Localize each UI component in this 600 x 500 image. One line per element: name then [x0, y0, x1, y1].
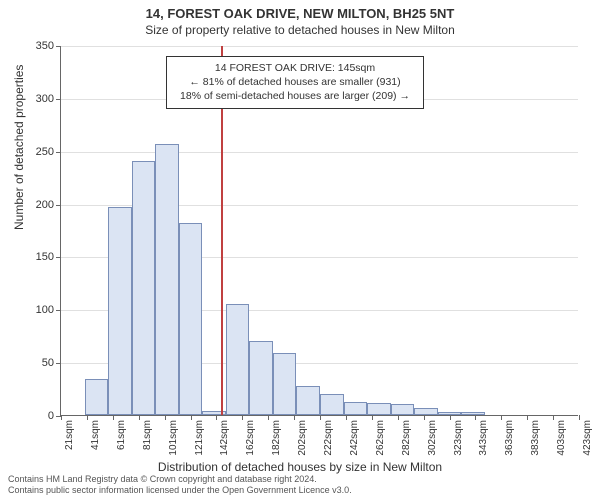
- xtick-mark: [320, 415, 321, 420]
- footer-line-1: Contains HM Land Registry data © Crown c…: [8, 474, 352, 485]
- gridline: [61, 152, 578, 153]
- histogram-bar: [226, 304, 250, 415]
- ytick-mark: [56, 363, 61, 364]
- ytick-label: 250: [14, 146, 54, 158]
- xtick-mark: [87, 415, 88, 420]
- histogram-bar: [179, 223, 203, 415]
- xtick-mark: [475, 415, 476, 420]
- histogram-bar: [108, 207, 132, 415]
- ytick-label: 50: [14, 357, 54, 369]
- xtick-mark: [165, 415, 166, 420]
- xtick-mark: [268, 415, 269, 420]
- page-title: 14, FOREST OAK DRIVE, NEW MILTON, BH25 5…: [0, 6, 600, 21]
- xtick-mark: [372, 415, 373, 420]
- xtick-mark: [216, 415, 217, 420]
- xtick-mark: [242, 415, 243, 420]
- annotation-line: 18% of semi-detached houses are larger (…: [175, 89, 415, 103]
- xtick-mark: [424, 415, 425, 420]
- xtick-mark: [501, 415, 502, 420]
- histogram-bar: [85, 379, 109, 415]
- histogram-bar: [320, 394, 344, 415]
- ytick-label: 300: [14, 93, 54, 105]
- xtick-mark: [61, 415, 62, 420]
- page-subtitle: Size of property relative to detached ho…: [0, 23, 600, 37]
- ytick-label: 150: [14, 251, 54, 263]
- histogram-bar: [155, 144, 179, 415]
- histogram-bar: [461, 412, 485, 415]
- histogram-bar: [296, 386, 320, 415]
- xtick-mark: [450, 415, 451, 420]
- annotation-box: 14 FOREST OAK DRIVE: 145sqm← 81% of deta…: [166, 56, 424, 109]
- histogram-bar: [391, 404, 415, 415]
- title-block: 14, FOREST OAK DRIVE, NEW MILTON, BH25 5…: [0, 0, 600, 37]
- xtick-mark: [527, 415, 528, 420]
- gridline: [61, 46, 578, 47]
- annotation-line: 14 FOREST OAK DRIVE: 145sqm: [175, 61, 415, 75]
- xtick-mark: [113, 415, 114, 420]
- histogram-bar: [132, 161, 156, 415]
- ytick-label: 0: [14, 410, 54, 422]
- annotation-line: ← 81% of detached houses are smaller (93…: [175, 75, 415, 89]
- xtick-mark: [553, 415, 554, 420]
- histogram-bar: [414, 408, 438, 415]
- footer-line-2: Contains public sector information licen…: [8, 485, 352, 496]
- xtick-mark: [579, 415, 580, 420]
- ytick-label: 350: [14, 40, 54, 52]
- histogram-bar: [344, 402, 368, 415]
- xtick-mark: [139, 415, 140, 420]
- xtick-mark: [294, 415, 295, 420]
- xtick-mark: [398, 415, 399, 420]
- chart-area: 05010015020025030035021sqm41sqm61sqm81sq…: [60, 46, 578, 416]
- histogram-bar: [273, 353, 297, 415]
- ytick-mark: [56, 310, 61, 311]
- ytick-mark: [56, 46, 61, 47]
- ytick-mark: [56, 152, 61, 153]
- histogram-bar: [249, 341, 273, 415]
- x-axis-label: Distribution of detached houses by size …: [0, 460, 600, 474]
- xtick-mark: [346, 415, 347, 420]
- ytick-mark: [56, 257, 61, 258]
- xtick-mark: [191, 415, 192, 420]
- ytick-label: 100: [14, 304, 54, 316]
- histogram-bar: [367, 403, 391, 415]
- footer-attribution: Contains HM Land Registry data © Crown c…: [8, 474, 352, 496]
- ytick-mark: [56, 205, 61, 206]
- ytick-label: 200: [14, 199, 54, 211]
- ytick-mark: [56, 99, 61, 100]
